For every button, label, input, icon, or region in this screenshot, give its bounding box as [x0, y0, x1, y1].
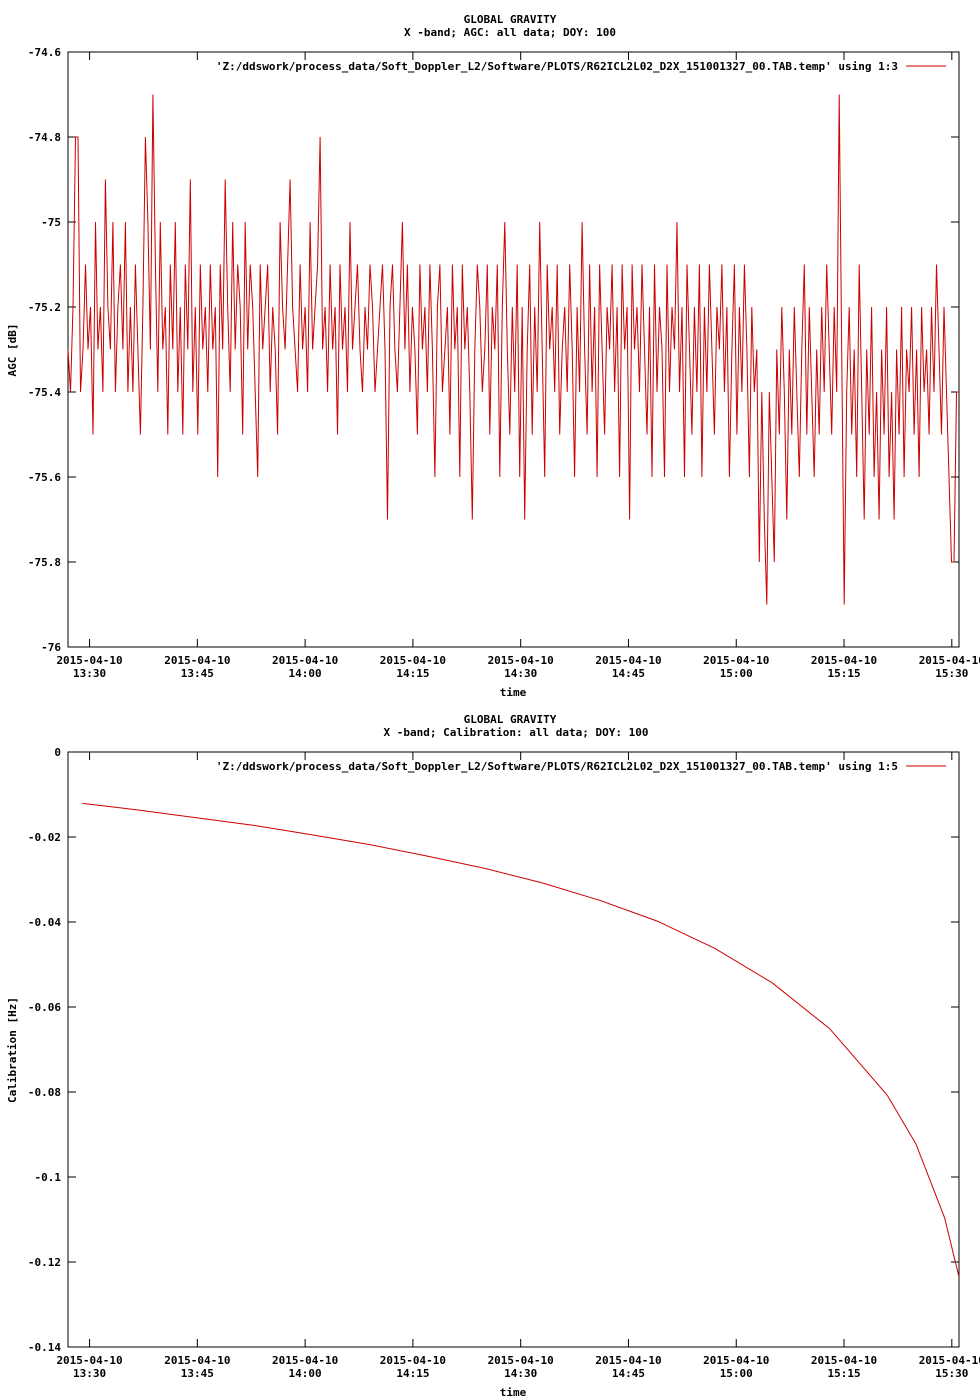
- agc-x-tick-time: 15:15: [827, 667, 860, 680]
- agc-series-line: [67, 94, 959, 605]
- agc-legend: 'Z:/ddswork/process_data/Soft_Doppler_L2…: [216, 60, 946, 73]
- agc-x-tick-time: 14:00: [289, 667, 322, 680]
- calibration-y-tick-label: -0.12: [28, 1256, 61, 1269]
- agc-chart: GLOBAL GRAVITY X -band; AGC: all data; D…: [6, 13, 980, 699]
- calibration-x-tick-date: 2015-04-10: [56, 1354, 122, 1367]
- agc-x-tick-time: 14:45: [612, 667, 645, 680]
- agc-x-tick-time: 13:45: [181, 667, 214, 680]
- calibration-x-tick-time: 14:30: [504, 1367, 537, 1380]
- agc-y-tick-label: -76: [41, 641, 61, 654]
- calibration-x-tick-time: 14:45: [612, 1367, 645, 1380]
- agc-x-tick-date: 2015-04-10: [811, 654, 877, 667]
- agc-chart-title: GLOBAL GRAVITY: [464, 13, 557, 26]
- calibration-y-tick-label: 0: [54, 746, 61, 759]
- calibration-legend-label: 'Z:/ddswork/process_data/Soft_Doppler_L2…: [216, 760, 898, 773]
- calibration-chart-title: GLOBAL GRAVITY: [464, 713, 557, 726]
- calibration-chart-svg: GLOBAL GRAVITY X -band; Calibration: all…: [6, 713, 980, 1399]
- agc-x-tick-time: 14:30: [504, 667, 537, 680]
- calibration-y-tick-label: -0.02: [28, 831, 61, 844]
- calibration-x-tick-time: 15:15: [827, 1367, 860, 1380]
- agc-x-tick-time: 14:15: [396, 667, 429, 680]
- agc-chart-subtitle: X -band; AGC: all data; DOY: 100: [404, 26, 616, 39]
- calibration-x-tick-time: 13:30: [73, 1367, 106, 1380]
- calibration-x-tick-date: 2015-04-10: [488, 1354, 554, 1367]
- calibration-x-tick-date: 2015-04-10: [380, 1354, 446, 1367]
- calibration-legend: 'Z:/ddswork/process_data/Soft_Doppler_L2…: [216, 760, 946, 773]
- calibration-chart-subtitle: X -band; Calibration: all data; DOY: 100: [384, 726, 649, 739]
- agc-x-tick-date: 2015-04-10: [164, 654, 230, 667]
- agc-y-tick-label: -75: [41, 216, 61, 229]
- calibration-y-tick-label: -0.14: [28, 1341, 61, 1354]
- calibration-x-tick-time: 14:00: [289, 1367, 322, 1380]
- agc-chart-svg: GLOBAL GRAVITY X -band; AGC: all data; D…: [6, 13, 980, 699]
- calibration-ticks: 0-0.02-0.04-0.06-0.08-0.1-0.12-0.142015-…: [28, 746, 980, 1380]
- calibration-x-tick-date: 2015-04-10: [811, 1354, 877, 1367]
- calibration-x-tick-date: 2015-04-10: [272, 1354, 338, 1367]
- agc-x-tick-time: 13:30: [73, 667, 106, 680]
- agc-x-tick-date: 2015-04-10: [488, 654, 554, 667]
- calibration-y-tick-label: -0.06: [28, 1001, 61, 1014]
- agc-x-tick-date: 2015-04-10: [272, 654, 338, 667]
- agc-y-tick-label: -74.8: [28, 131, 61, 144]
- agc-y-axis-label: AGC [dB]: [6, 324, 19, 377]
- calibration-x-axis-label: time: [500, 1386, 527, 1399]
- agc-x-axis-label: time: [500, 686, 527, 699]
- agc-ticks: -74.6-74.8-75-75.2-75.4-75.6-75.8-762015…: [28, 46, 980, 680]
- agc-y-tick-label: -75.6: [28, 471, 61, 484]
- agc-x-tick-date: 2015-04-10: [380, 654, 446, 667]
- calibration-plot-frame: [67, 751, 960, 1348]
- agc-y-tick-label: -75.4: [28, 386, 61, 399]
- agc-x-tick-date: 2015-04-10: [595, 654, 661, 667]
- calibration-series-line: [82, 802, 960, 1278]
- calibration-y-tick-label: -0.1: [35, 1171, 62, 1184]
- agc-legend-label: 'Z:/ddswork/process_data/Soft_Doppler_L2…: [216, 60, 898, 73]
- calibration-x-tick-date: 2015-04-10: [919, 1354, 980, 1367]
- calibration-x-tick-date: 2015-04-10: [595, 1354, 661, 1367]
- calibration-x-tick-date: 2015-04-10: [703, 1354, 769, 1367]
- agc-x-tick-time: 15:30: [935, 667, 968, 680]
- agc-x-tick-date: 2015-04-10: [56, 654, 122, 667]
- agc-y-tick-label: -75.8: [28, 556, 61, 569]
- calibration-y-axis-label: Calibration [Hz]: [6, 997, 19, 1103]
- agc-y-tick-label: -74.6: [28, 46, 61, 59]
- calibration-y-tick-label: -0.04: [28, 916, 61, 929]
- agc-y-tick-label: -75.2: [28, 301, 61, 314]
- calibration-x-tick-time: 14:15: [396, 1367, 429, 1380]
- calibration-x-tick-time: 15:30: [935, 1367, 968, 1380]
- calibration-x-tick-time: 13:45: [181, 1367, 214, 1380]
- calibration-x-tick-date: 2015-04-10: [164, 1354, 230, 1367]
- calibration-x-tick-time: 15:00: [720, 1367, 753, 1380]
- calibration-y-tick-label: -0.08: [28, 1086, 61, 1099]
- agc-x-tick-date: 2015-04-10: [919, 654, 980, 667]
- calibration-chart: GLOBAL GRAVITY X -band; Calibration: all…: [0, 700, 980, 1400]
- agc-x-tick-date: 2015-04-10: [703, 654, 769, 667]
- agc-x-tick-time: 15:00: [720, 667, 753, 680]
